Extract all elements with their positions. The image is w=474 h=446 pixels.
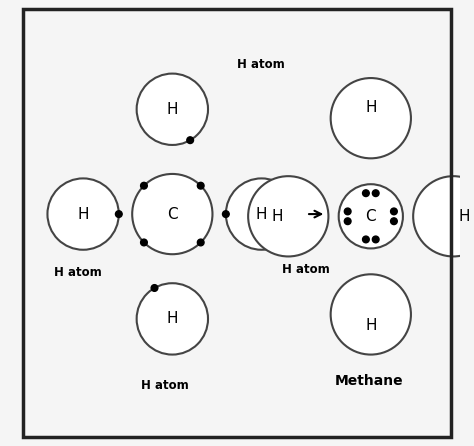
Text: H: H — [256, 206, 267, 222]
Text: H: H — [77, 206, 89, 222]
Circle shape — [373, 190, 379, 197]
Circle shape — [344, 208, 351, 215]
Circle shape — [363, 190, 369, 197]
Text: H: H — [365, 318, 376, 333]
Circle shape — [413, 176, 474, 256]
Text: C: C — [365, 209, 376, 224]
Circle shape — [339, 184, 403, 248]
Circle shape — [141, 239, 147, 246]
Circle shape — [141, 182, 147, 189]
Circle shape — [187, 137, 193, 144]
Text: H atom: H atom — [237, 58, 285, 71]
Text: C: C — [167, 206, 178, 222]
Circle shape — [197, 239, 204, 246]
Circle shape — [137, 283, 208, 355]
Circle shape — [222, 211, 229, 217]
Circle shape — [363, 236, 369, 243]
Circle shape — [248, 176, 328, 256]
Text: Methane: Methane — [334, 374, 403, 388]
Text: H atom: H atom — [141, 379, 189, 392]
Circle shape — [132, 174, 212, 254]
Text: H: H — [272, 209, 283, 224]
Circle shape — [47, 178, 119, 250]
Text: H: H — [166, 102, 178, 117]
Text: H atom: H atom — [54, 265, 102, 279]
Circle shape — [373, 236, 379, 243]
Circle shape — [226, 178, 297, 250]
Circle shape — [137, 74, 208, 145]
Circle shape — [331, 78, 411, 158]
Circle shape — [197, 182, 204, 189]
Text: H: H — [365, 99, 376, 115]
Circle shape — [331, 274, 411, 355]
Circle shape — [116, 211, 122, 217]
Circle shape — [391, 218, 397, 225]
Circle shape — [344, 218, 351, 225]
Circle shape — [151, 285, 158, 291]
Text: H atom: H atom — [282, 263, 329, 277]
Text: H: H — [459, 209, 470, 224]
Circle shape — [391, 208, 397, 215]
Text: H: H — [166, 311, 178, 326]
